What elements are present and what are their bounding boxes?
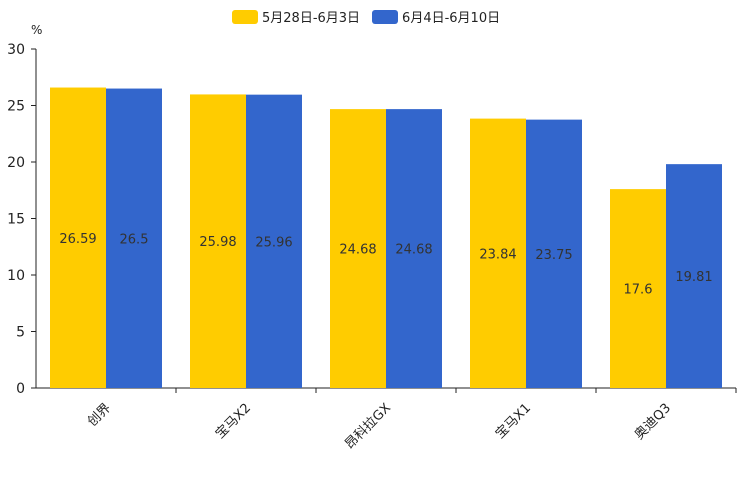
bar-value-label: 19.81 — [675, 270, 712, 285]
legend-swatch-series-2 — [372, 9, 399, 24]
bar-value-label: 25.96 — [255, 235, 292, 250]
x-tick-label: 昂科拉GX — [342, 401, 394, 453]
bar-2-3[interactable] — [386, 109, 442, 388]
legend-label-series-1: 5月28日-6月3日 — [262, 11, 361, 26]
bar-value-label: 26.5 — [120, 232, 149, 247]
bar-2-5[interactable] — [666, 164, 722, 388]
legend-item-series-2[interactable]: 6月4日-6月10日 — [372, 7, 500, 26]
bar-2-1[interactable] — [106, 88, 162, 389]
bar-1-5[interactable] — [610, 189, 666, 388]
bars: 26.59 26.5 25.98 25.96 24.68 24.68 23.84 23.75 1… — [50, 87, 722, 389]
y-tick-label: 20 — [7, 155, 25, 171]
x-tick-label: 宝马X2 — [213, 401, 254, 442]
y-tick-label: 10 — [7, 268, 25, 284]
x-axis-ticks: 创界 宝马X2 昂科拉GX 宝马X1 奥迪Q3 — [85, 388, 737, 453]
bar-value-label: 26.59 — [59, 232, 96, 247]
legend-swatch-series-1 — [232, 9, 258, 24]
y-tick-label: 5 — [16, 325, 25, 341]
x-tick-label: 创界 — [85, 401, 114, 430]
bar-value-label: 24.68 — [339, 243, 376, 258]
bar-1-4[interactable] — [470, 118, 526, 388]
bar-1-2[interactable] — [190, 94, 246, 389]
bar-value-label: 24.68 — [395, 243, 432, 258]
legend-label-series-2: 6月4日-6月10日 — [402, 11, 501, 26]
bar-value-label: 25.98 — [199, 235, 236, 250]
x-tick-label: 宝马X1 — [493, 401, 534, 442]
x-tick-label: 奥迪Q3 — [632, 401, 674, 443]
bar-value-label: 23.75 — [535, 248, 572, 263]
bar-value-label: 17.6 — [624, 283, 653, 298]
y-axis-unit-label: % — [31, 23, 42, 37]
bar-value-label: 23.84 — [479, 247, 516, 262]
bar-2-2[interactable] — [246, 94, 302, 388]
y-tick-label: 0 — [16, 381, 25, 397]
bar-1-1[interactable] — [50, 87, 106, 389]
y-tick-label: 15 — [7, 212, 25, 228]
legend: 5月28日-6月3日 6月4日-6月10日 — [232, 7, 512, 26]
y-axis-ticks: 0 5 10 15 20 25 30 — [7, 42, 36, 397]
bar-1-3[interactable] — [330, 109, 386, 388]
bar-2-4[interactable] — [526, 119, 582, 388]
legend-item-series-1[interactable]: 5月28日-6月3日 — [232, 7, 360, 26]
y-tick-label: 30 — [7, 42, 25, 58]
y-tick-label: 25 — [7, 99, 25, 115]
